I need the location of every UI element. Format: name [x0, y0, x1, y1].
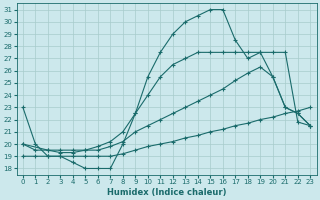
X-axis label: Humidex (Indice chaleur): Humidex (Indice chaleur) [107, 188, 226, 197]
